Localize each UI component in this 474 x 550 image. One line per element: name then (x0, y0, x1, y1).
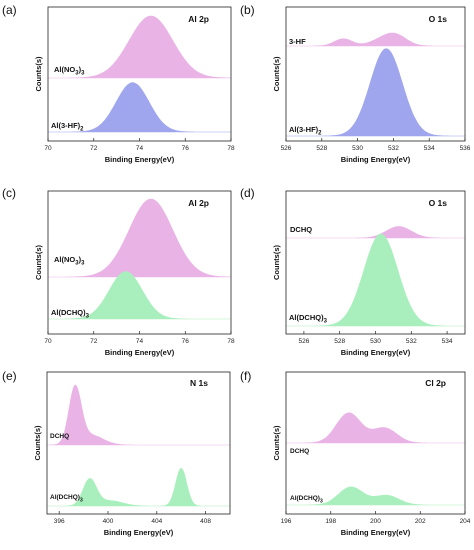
x-tick-label: 532 (406, 338, 417, 345)
panel-label: (f) (240, 369, 251, 383)
series-label: Al(DCHQ)3 (50, 494, 83, 504)
panel-a: Al(NO3)3 Al(3-HF)2 70 72 74 76 78 Binding Energ… (2, 3, 235, 164)
x-tick-label: 72 (90, 338, 98, 345)
x-axis-label: Binding Energy(eV) (341, 528, 411, 537)
y-axis-label: Counts(s) (272, 425, 281, 460)
x-axis-label: Binding Energy(eV) (105, 155, 175, 164)
panel-label: (a) (2, 3, 17, 17)
core-level-title: O 1s (429, 14, 448, 24)
x-tick-label: 404 (151, 518, 162, 525)
series-label: DCHQ (290, 225, 312, 234)
series-label: 3-HF (289, 37, 306, 46)
series-label: Al(NO3)3 (54, 65, 85, 77)
panel-b: 3-HF Al(3-HF)2 526 528 530 532 534 536 Binding E… (240, 3, 471, 164)
series-label: Al(DCHQ)3 (290, 495, 323, 505)
core-level-title: Cl 2p (425, 378, 446, 388)
panel-label: (e) (2, 369, 17, 383)
x-tick-label: 202 (415, 518, 426, 525)
core-level-title: Al 2p (188, 14, 209, 24)
x-tick-label: 534 (442, 338, 453, 345)
x-tick-label: 534 (424, 145, 435, 152)
series-label: Al(DCHQ)3 (289, 313, 328, 325)
x-tick-label: 408 (200, 518, 211, 525)
plot-frame (285, 6, 466, 142)
series-area-upper (286, 226, 465, 239)
x-tick-label: 70 (44, 145, 52, 152)
x-tick-label: 526 (298, 338, 309, 345)
x-tick-label: 204 (460, 518, 471, 525)
panel-d: DCHQ Al(DCHQ)3 526 528 530 532 534 Binding Ener… (240, 186, 466, 357)
series-label: Al(DCHQ)3 (51, 308, 90, 320)
plot-frame (46, 371, 231, 515)
x-axis-label: Binding Energy(eV) (104, 528, 174, 537)
x-tick-label: 74 (136, 145, 144, 152)
series-area-upper (286, 412, 465, 444)
y-axis-label: Counts(s) (34, 56, 43, 91)
panel-c: Al(NO3)3 Al(DCHQ)3 70 72 74 76 78 Binding Energ… (2, 186, 235, 357)
panel-label: (d) (240, 186, 255, 200)
x-tick-label: 528 (316, 145, 327, 152)
x-tick-label: 74 (136, 338, 144, 345)
x-tick-label: 530 (370, 338, 381, 345)
x-tick-label: 198 (325, 518, 336, 525)
y-axis-label: Counts(s) (272, 56, 281, 91)
x-tick-label: 526 (281, 145, 292, 152)
panel-label: (b) (240, 3, 255, 17)
series-label: Al(3-HF)2 (289, 125, 322, 137)
x-tick-label: 532 (388, 145, 399, 152)
panel-label: (c) (2, 186, 16, 200)
series-area-lower (286, 48, 465, 137)
x-tick-label: 76 (182, 338, 190, 345)
x-tick-label: 76 (182, 145, 190, 152)
series-area-upper (47, 384, 230, 446)
series-area-upper (48, 15, 232, 79)
x-tick-label: 530 (352, 145, 363, 152)
y-axis-label: Counts(s) (34, 245, 43, 280)
x-tick-label: 72 (90, 145, 98, 152)
series-label: DCHQ (50, 433, 69, 440)
series-area-lower (286, 486, 465, 506)
series-area-upper (286, 32, 465, 47)
x-tick-label: 200 (370, 518, 381, 525)
series-label: DCHQ (290, 448, 309, 455)
y-axis-label: Counts(s) (272, 245, 281, 280)
x-tick-label: 400 (103, 518, 114, 525)
core-level-title: Al 2p (188, 198, 209, 208)
series-area-lower (48, 82, 231, 133)
series-label: Al(NO3)3 (54, 255, 85, 267)
x-axis-label: Binding Energy(eV) (105, 348, 175, 357)
x-tick-label: 536 (460, 145, 471, 152)
series-area-lower (47, 467, 230, 507)
x-axis-label: Binding Energy(eV) (341, 155, 411, 164)
panel-f: DCHQ Al(DCHQ)3 196 198 200 202 204 Binding Ener… (240, 369, 471, 537)
series-area-upper (48, 198, 232, 278)
series-area-lower (48, 271, 231, 320)
panel-e: DCHQ Al(DCHQ)3 396 400 404 408 Binding Energy(… (2, 369, 231, 537)
core-level-title: O 1s (429, 198, 448, 208)
x-tick-label: 78 (227, 145, 235, 152)
x-tick-label: 70 (44, 338, 52, 345)
x-tick-label: 196 (281, 518, 292, 525)
y-axis-label: Counts(s) (33, 425, 42, 460)
series-area-lower (286, 233, 465, 327)
x-tick-label: 528 (334, 338, 345, 345)
core-level-title: N 1s (190, 378, 208, 388)
x-tick-label: 78 (227, 338, 235, 345)
x-tick-label: 396 (54, 518, 65, 525)
series-label: Al(3-HF)2 (51, 121, 84, 133)
x-axis-label: Binding Energy(eV) (341, 348, 411, 357)
